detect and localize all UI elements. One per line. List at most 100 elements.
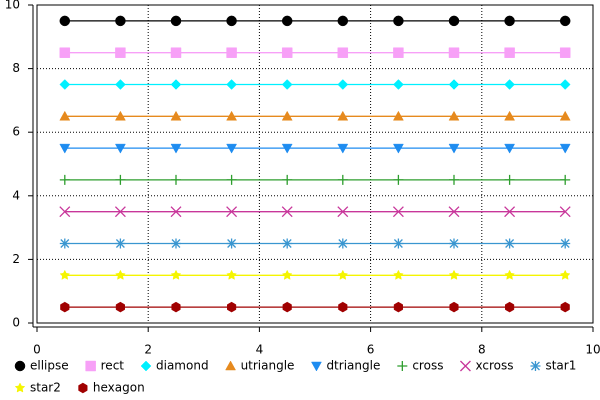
marker [59,269,71,280]
marker [393,238,404,249]
marker [171,238,181,249]
marker [560,238,571,249]
marker [560,301,570,313]
marker [226,238,237,249]
legend-label: diamond [156,359,209,373]
marker [226,174,237,185]
marker [59,143,71,154]
legend-label: xcross [475,359,513,373]
marker [448,15,460,27]
marker [559,79,571,90]
x-tick-label: 2 [144,343,152,357]
legend-marker [78,382,88,394]
marker [559,206,571,218]
marker [449,301,459,313]
marker [559,143,571,154]
marker [59,174,70,185]
legend-marker [14,360,26,372]
marker [170,79,182,90]
marker [504,110,516,121]
x-tick-label: 10 [585,343,600,357]
marker [226,269,237,280]
marker [393,79,404,90]
marker [504,238,515,249]
legend-marker [14,382,26,393]
marker [59,79,71,90]
marker [281,79,293,90]
marker [337,15,349,27]
marker [281,269,293,280]
marker [559,269,571,280]
marker [393,47,404,58]
legend-label: dtriangle [326,359,380,373]
marker [115,269,126,280]
legend-marker [397,361,408,371]
legend-marker [311,361,322,372]
marker [392,143,404,154]
legend-label: cross [412,359,443,373]
marker [448,110,460,121]
marker [171,301,181,313]
marker [115,301,125,313]
marker [337,269,349,280]
marker [59,110,71,121]
y-tick-label: 8 [12,61,20,75]
marker [449,238,459,249]
marker [170,269,182,280]
marker [115,47,126,58]
marker [448,269,460,280]
marker [170,143,182,154]
y-tick-label: 10 [5,0,20,12]
marker [281,110,293,121]
x-tick-label: 0 [33,343,41,357]
marker [281,206,293,218]
marker [281,143,293,154]
marker [115,15,126,27]
marker [448,206,460,218]
marker [114,206,126,218]
marker [226,79,237,90]
marker [170,47,182,58]
legend-label: hexagon [93,381,145,395]
marker [448,47,460,58]
y-tick-label: 6 [12,125,20,139]
marker [448,79,460,90]
marker [559,47,571,58]
marker [171,174,181,185]
marker [114,110,126,121]
y-tick-label: 2 [12,252,20,266]
marker [115,79,126,90]
legend-marker [459,360,471,372]
marker [393,15,404,27]
legend-label: ellipse [30,359,69,373]
marker [282,238,293,249]
legend-marker [140,360,152,372]
marker [282,174,293,185]
marker [170,15,182,27]
marker [59,47,71,58]
marker [115,238,126,249]
marker [504,206,516,218]
legend-marker [530,361,541,371]
marker [337,143,349,154]
marker [282,301,292,313]
marker [281,47,293,58]
legend-marker [225,360,236,371]
marker [560,174,571,185]
marker [170,110,182,121]
marker [337,79,349,90]
marker [337,206,349,218]
marker [115,174,126,185]
marker [337,47,349,58]
marker [226,143,238,154]
marker [504,269,515,280]
marker [59,206,71,218]
marker [392,110,404,121]
marker [226,110,238,121]
marker [114,143,126,154]
marker [59,238,70,249]
marker [281,15,293,27]
marker [505,301,515,313]
marker [504,15,515,27]
